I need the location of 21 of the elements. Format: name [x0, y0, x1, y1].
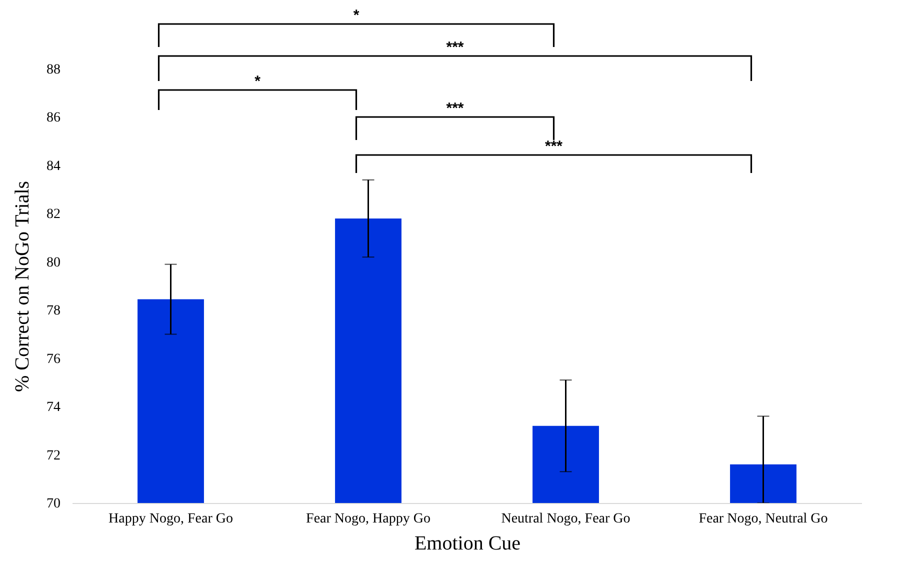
x-axis-title: Emotion Cue: [414, 532, 521, 554]
y-tick-label: 72: [46, 448, 60, 464]
y-tick-label: 84: [46, 158, 60, 174]
x-tick-label: Fear Nogo, Happy Go: [306, 512, 430, 526]
y-tick-label: 78: [46, 304, 60, 319]
x-tick-label: Neutral Nogo, Fear Go: [501, 512, 630, 526]
y-tick-label: 82: [46, 207, 60, 222]
annotation: ***: [544, 138, 563, 155]
annotation: ***: [446, 100, 464, 117]
annotation: *: [254, 73, 261, 90]
text: *: [353, 7, 360, 24]
x-tick-label: Happy Nogo, Fear Go: [108, 512, 233, 526]
y-tick-label: 74: [46, 400, 60, 416]
y-tick-label: 88: [46, 62, 60, 78]
y-tick-label: 80: [46, 255, 60, 270]
y-tick-label: 76: [46, 352, 60, 367]
y-axis-title: % Correct on NoGo Trials: [12, 180, 34, 392]
y-tick-label: 70: [46, 496, 60, 512]
text: ***: [446, 39, 464, 56]
x-tick-label: Fear Nogo, Neutral Go: [698, 512, 828, 526]
y-tick-label: 86: [46, 110, 60, 126]
